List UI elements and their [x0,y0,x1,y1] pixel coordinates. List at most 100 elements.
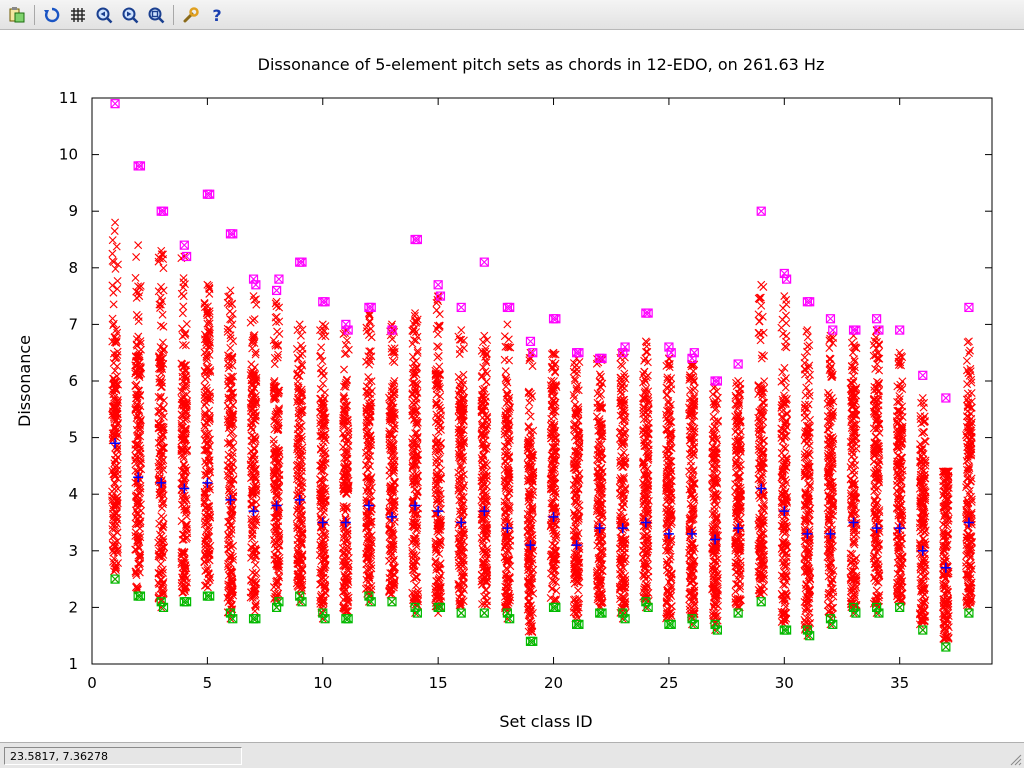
set-class-column [638,337,653,612]
data-point-x [157,603,166,612]
data-point-x [224,364,233,373]
toolbar-separator [173,4,174,25]
data-point-x [223,439,232,448]
data-point-x [113,397,122,406]
data-point-x [131,531,140,540]
data-point-x [180,547,189,556]
copy-clipboard-icon[interactable] [6,4,28,26]
data-point-x [480,331,489,340]
plot-canvas[interactable]: Dissonance of 5-element pitch sets as ch… [0,30,1024,742]
y-tick-label: 4 [68,485,78,503]
data-point-x [269,468,278,477]
data-point-x [228,585,237,594]
data-point-x [224,560,233,569]
data-point-x [271,500,280,509]
set-class-column [385,320,399,606]
data-point-x [273,583,282,592]
data-point-x [157,246,166,255]
data-point-x [111,417,120,426]
data-point-x [159,491,168,500]
set-class-column [246,292,261,623]
data-point-x [525,398,534,407]
data-point-x [179,278,188,287]
data-point-x [249,400,258,409]
data-point-x [250,578,259,587]
data-point-x [155,580,164,589]
data-point-x [225,361,234,370]
data-point-x [110,380,119,389]
y-tick: 2 [68,598,992,616]
x-tick-label: 20 [544,674,563,692]
data-point-x [178,382,187,391]
data-point-x [157,504,166,513]
data-point-x [111,410,120,419]
y-tick-label: 5 [68,429,78,447]
data-point-x [317,343,326,352]
data-point-x [251,350,260,359]
data-point-x [182,506,191,515]
data-point-x [181,429,190,438]
replot-icon[interactable] [41,4,63,26]
unzoom-icon[interactable] [145,4,167,26]
data-point-x [160,443,168,452]
y-tick-label: 7 [68,315,78,333]
data-point-x [178,447,187,456]
data-point-x [134,559,143,568]
data-point-x [111,429,120,438]
data-point-x [249,331,258,340]
data-point-x [225,488,234,497]
data-point-x [113,546,122,555]
data-point-x [132,453,141,462]
data-point-x [202,471,211,480]
data-point-x [110,333,119,342]
data-point-x [228,505,237,514]
data-point-x [156,300,165,309]
x-tick: 20 [544,98,563,692]
options-wrench-icon[interactable] [180,4,202,26]
set-class-column [315,320,330,623]
x-tick: 5 [203,98,212,692]
data-point-x [250,363,259,372]
data-point-x [205,307,214,316]
x-tick: 15 [429,98,448,692]
y-tick-label: 9 [68,202,78,220]
data-point-x [575,358,584,367]
data-point-x [229,434,238,443]
data-point-x [109,319,118,328]
data-point-x [200,488,209,497]
data-point-x [229,400,238,409]
data-point-x [182,504,191,513]
data-point-x [225,384,234,393]
data-point-x [178,480,187,489]
data-point-x [408,352,417,361]
data-point-x [433,330,442,339]
data-point-x [203,513,212,522]
data-point-x [110,567,119,576]
data-point-x [223,562,232,571]
data-point-x [111,378,120,387]
data-point-x [179,292,188,301]
data-point-x [500,332,509,341]
data-point-x [340,365,349,374]
data-point-x [251,464,260,473]
data-point-x [112,561,121,570]
help-icon[interactable]: ? [206,4,228,26]
data-point-x [111,366,120,375]
data-point-x [157,436,166,445]
data-point-x [181,427,190,436]
data-point-x [619,448,628,457]
grid-icon[interactable] [67,4,89,26]
data-point-x [109,513,118,522]
zoom-next-icon[interactable] [119,4,141,26]
x-tick: 10 [313,98,332,692]
data-point-x [156,462,165,471]
set-class-column [292,320,307,606]
data-point-x [157,382,166,391]
data-point-x [200,497,209,506]
data-point-x [135,283,144,292]
data-point-x [136,455,145,464]
data-point-x [247,388,256,397]
zoom-previous-icon[interactable] [93,4,115,26]
data-point-x [157,512,166,521]
data-point-x [110,470,119,479]
